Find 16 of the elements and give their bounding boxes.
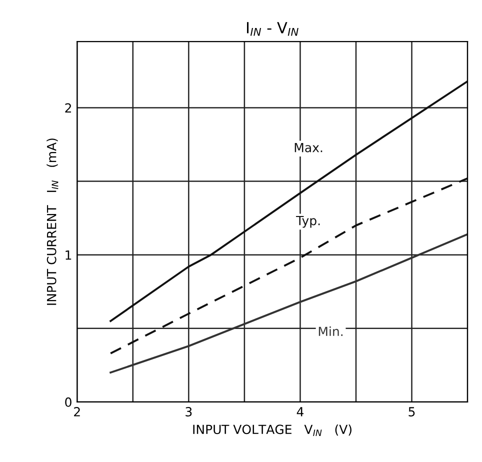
text: INPUT VOLTAGE V$_{IN}$ (V)	[193, 424, 352, 436]
line-series	[110, 80, 468, 322]
text: INPUT CURRENT I$_{IN}$ (mA)	[46, 138, 58, 305]
y-tick-label: 0	[65, 397, 72, 407]
chart-title: I$_{IN}$ - V$_{IN}$	[247, 22, 298, 36]
text: Min.	[318, 326, 342, 336]
x-tick-label: 2	[74, 407, 80, 416]
series-label: Max.	[294, 142, 322, 152]
x-tick-label: 4	[296, 407, 304, 416]
series-label: Typ.	[296, 216, 320, 228]
line-series	[110, 233, 468, 374]
y-tick-label: 1	[66, 250, 72, 260]
x-tick-label: 5	[408, 407, 415, 416]
line-series	[110, 177, 468, 354]
y-tick-label: 2	[65, 103, 72, 113]
x-tick-label: 3	[186, 407, 192, 416]
